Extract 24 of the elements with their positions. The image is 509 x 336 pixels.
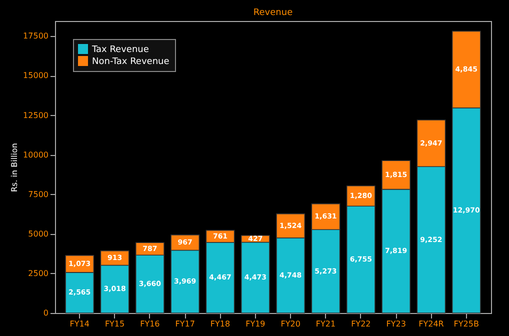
legend-label: Tax Revenue (91, 45, 150, 55)
y-tick-label: 12500 (23, 110, 48, 120)
y-axis-title: Rs. in Billion (10, 143, 20, 192)
y-tick-label: 5000 (28, 229, 48, 238)
y-tick-label: 0 (43, 308, 48, 318)
chart-title: Revenue (253, 8, 294, 18)
x-tick-label: FY19 (246, 320, 266, 328)
y-tick-label: 15000 (23, 71, 48, 80)
x-tick-label: FY24R (418, 320, 444, 328)
y-tick-label: 2500 (28, 268, 48, 278)
x-tick-label: FY25B (454, 320, 479, 328)
x-tick-label: FY21 (316, 320, 336, 328)
y-tick-label: 7500 (28, 190, 48, 199)
x-tick-label: FY18 (210, 320, 230, 328)
x-tick-label: FY14 (70, 320, 90, 328)
x-tick-label: FY15 (104, 320, 125, 328)
x-tick-label: FY23 (386, 320, 406, 328)
x-tick-label: FY20 (280, 320, 300, 328)
x-tick-label: FY16 (140, 320, 160, 328)
x-tick-label: FY17 (175, 320, 195, 328)
legend-label: Non-Tax Revenue (92, 57, 170, 67)
y-tick-label: 10000 (23, 150, 48, 160)
y-tick-label: 17500 (23, 32, 48, 41)
x-tick-label: FY22 (351, 320, 371, 328)
